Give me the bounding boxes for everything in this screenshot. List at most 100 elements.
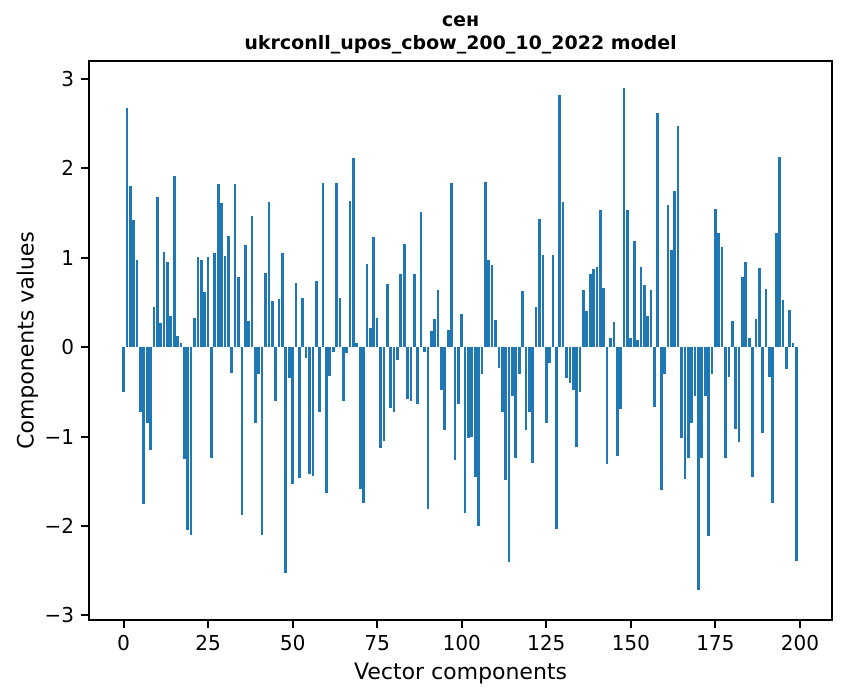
bar	[301, 298, 305, 348]
bar	[622, 87, 626, 348]
bar	[436, 289, 440, 348]
bar	[700, 347, 704, 459]
bar	[172, 176, 176, 348]
bar	[612, 322, 616, 348]
bar	[396, 347, 399, 360]
bar	[179, 342, 183, 348]
bar	[223, 256, 227, 348]
x-tick-label: 50	[279, 631, 306, 655]
bar	[125, 108, 129, 348]
y-tick-label: −2	[44, 514, 74, 538]
bar	[193, 317, 196, 348]
bar	[463, 347, 467, 513]
bar	[183, 347, 186, 459]
bar	[270, 300, 274, 348]
bar	[615, 347, 619, 457]
bar	[527, 347, 531, 413]
x-tick-label: 175	[696, 631, 735, 655]
bar	[304, 347, 308, 358]
bar	[409, 347, 413, 401]
bar	[575, 347, 579, 448]
bar	[274, 347, 278, 401]
bar	[710, 347, 714, 375]
bar	[747, 338, 751, 348]
bar	[412, 273, 416, 348]
bar	[348, 201, 352, 348]
bar	[717, 232, 721, 348]
bar	[277, 298, 281, 348]
bar	[761, 347, 765, 434]
bar	[774, 232, 778, 348]
bar	[561, 202, 565, 348]
bar	[511, 347, 514, 397]
bar	[237, 276, 240, 348]
bar	[281, 253, 284, 348]
bar	[162, 251, 166, 348]
bar	[250, 215, 254, 348]
x-tick-mark	[460, 621, 463, 628]
bar	[433, 319, 436, 348]
bar	[484, 181, 487, 348]
bar	[467, 347, 470, 439]
bar	[257, 347, 261, 375]
bar	[565, 347, 568, 379]
bar	[440, 347, 443, 391]
bar	[555, 347, 558, 529]
bar	[741, 277, 744, 348]
bar	[490, 264, 494, 348]
bar	[389, 347, 392, 408]
bar	[514, 347, 518, 459]
bar	[670, 249, 673, 348]
bar	[240, 347, 244, 516]
bar	[352, 157, 355, 348]
bar	[764, 289, 768, 348]
bar	[656, 112, 660, 348]
bar	[544, 347, 548, 424]
bar	[541, 255, 545, 348]
bar	[297, 347, 301, 478]
bar	[159, 323, 163, 348]
bar	[243, 245, 247, 348]
x-tick-label: 100	[442, 631, 481, 655]
bar	[135, 259, 139, 348]
bar	[284, 347, 288, 574]
y-tick-label: 3	[61, 67, 74, 91]
bar	[379, 347, 382, 449]
bar	[571, 347, 575, 391]
bar	[534, 306, 538, 348]
bar	[331, 347, 335, 352]
y-tick-label: 2	[61, 156, 74, 181]
bar	[754, 319, 758, 348]
y-tick-mark	[81, 614, 88, 617]
bar	[473, 347, 477, 477]
x-tick-label: 200	[780, 631, 819, 655]
bar	[362, 347, 365, 503]
bar	[744, 262, 748, 348]
bar	[199, 260, 203, 348]
bar	[585, 310, 589, 348]
bar	[480, 347, 484, 375]
bar	[757, 267, 761, 348]
x-tick-label: 125	[527, 631, 566, 655]
bar	[460, 314, 464, 348]
bar	[683, 347, 687, 479]
bar	[609, 338, 612, 348]
x-axis-label: Vector components	[353, 660, 568, 685]
bar	[426, 347, 430, 510]
bar	[233, 183, 237, 348]
bar	[365, 264, 369, 348]
bar	[402, 244, 406, 348]
bar	[551, 255, 555, 348]
bar	[416, 347, 420, 404]
bar	[713, 208, 717, 348]
bar	[132, 220, 135, 348]
bar	[314, 281, 318, 348]
bar	[558, 95, 562, 348]
bar	[328, 347, 332, 376]
bar	[206, 256, 210, 348]
bar	[382, 347, 386, 442]
bar	[605, 347, 609, 465]
bar	[500, 347, 504, 413]
bar	[487, 260, 491, 348]
bar	[321, 182, 325, 348]
